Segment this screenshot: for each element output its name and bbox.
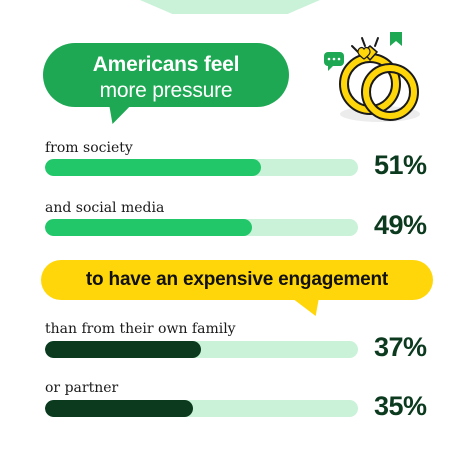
- bookmark-notch: [390, 41, 402, 46]
- chat-dot: [332, 57, 336, 61]
- value-label-partner: 35%: [374, 391, 427, 421]
- bar-label-family: than from their own family: [45, 321, 236, 337]
- headline-bubble-tail: [108, 98, 138, 124]
- value-label-social-media: 49%: [374, 210, 427, 240]
- value-label-society: 51%: [374, 150, 427, 180]
- bar-track-partner: [45, 400, 358, 417]
- bar-track-society: [45, 159, 358, 176]
- bar-partner: [45, 400, 193, 417]
- subheadline-bubble-tail: [284, 292, 320, 316]
- bar-track-social-media: [45, 219, 358, 236]
- value-label-family: 37%: [374, 332, 427, 362]
- chat-bubble-tail: [328, 66, 333, 71]
- ring-right-icon: [363, 65, 417, 119]
- engagement-rings-illustration: [324, 32, 420, 122]
- bar-society: [45, 159, 261, 176]
- bar-family: [45, 341, 202, 358]
- bar-label-partner: or partner: [45, 380, 119, 396]
- bar-social-media: [45, 219, 253, 236]
- subheadline-bubble: to have an expensive engagement: [41, 260, 433, 300]
- bar-label-society: from society: [45, 140, 133, 156]
- headline-line-1: Americans feel: [92, 53, 240, 76]
- heart-icon: [357, 46, 371, 60]
- bar-label-social-media: and social media: [45, 200, 165, 216]
- chat-dot: [327, 57, 331, 61]
- headline-line-2: more pressure: [99, 79, 233, 102]
- chat-dot: [337, 57, 341, 61]
- sparkle-icon: [351, 37, 379, 53]
- headline-bubble: Americans feel more pressure: [43, 43, 289, 107]
- subheadline-text: to have an expensive engagement: [85, 269, 389, 290]
- bar-track-family: [45, 341, 358, 358]
- top-tab-decoration: [140, 0, 320, 14]
- bookmark-icon: [390, 32, 402, 46]
